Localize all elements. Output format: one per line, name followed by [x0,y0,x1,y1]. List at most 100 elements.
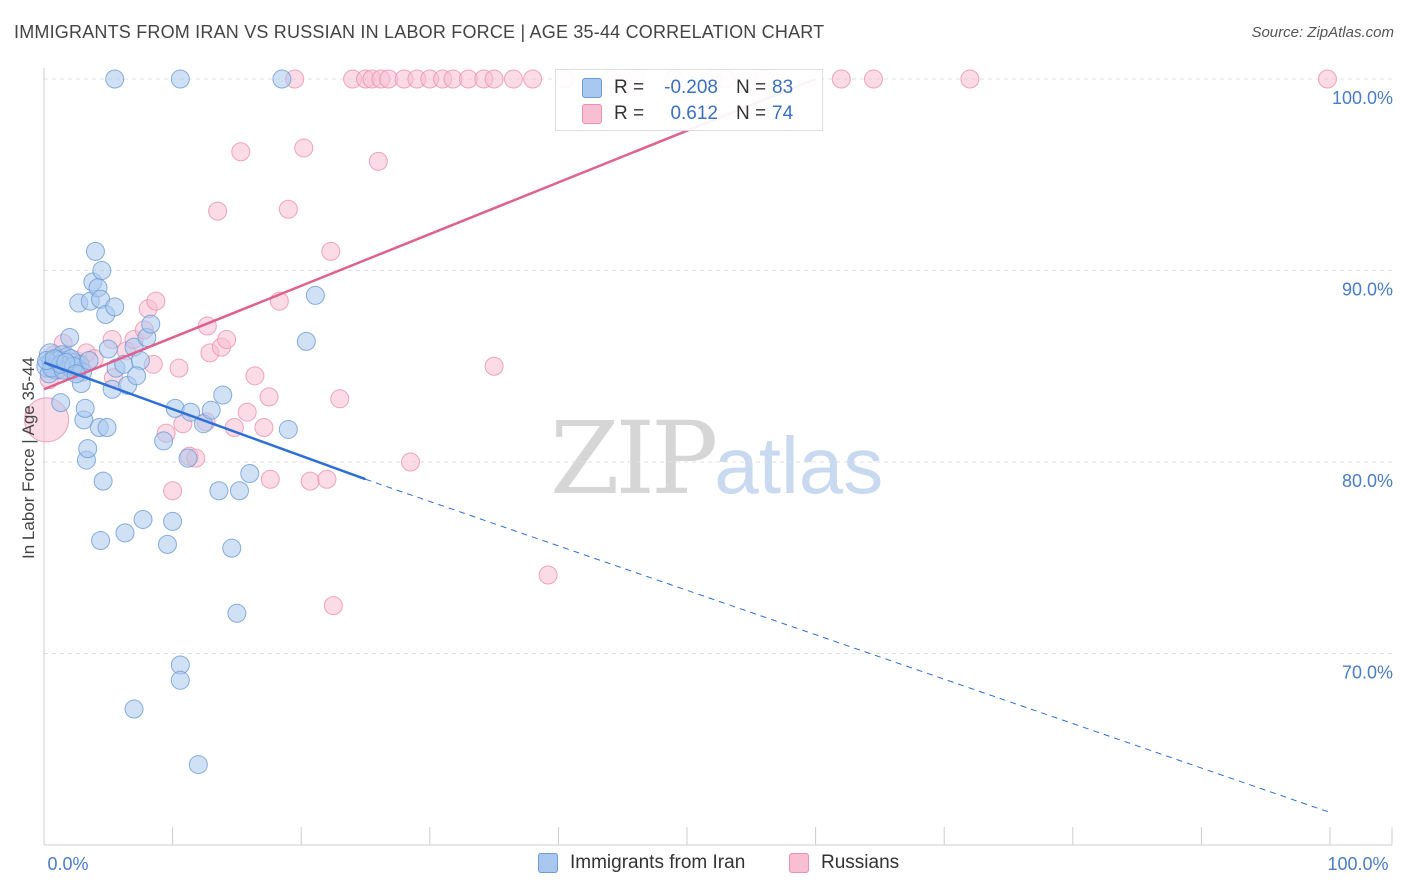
legend-r-value: -0.208 [664,77,718,98]
iran-point [127,366,147,386]
iran-point [170,69,190,89]
russians-point [231,142,251,162]
russians-point [503,69,523,89]
iran-point [115,523,135,543]
iran-point [272,69,292,89]
legend-n-label: N = [736,77,767,98]
iran-point [75,398,95,418]
iran-point [240,463,260,483]
russians-point [484,69,504,89]
tick-labels: 70.0% 80.0% 90.0% 100.0% 0.0% 100.0% In Labor … [19,88,1393,874]
chart-title: IMMIGRANTS FROM IRAN VS RUSSIAN IN LABOR… [14,22,825,42]
iran-point [124,699,144,719]
iran-point [105,297,125,317]
watermark: ZIPatlas [550,400,883,517]
russians-point [317,469,337,489]
legend-r-label: R = [614,103,645,124]
russians-point [1317,69,1337,89]
iran-point [97,418,117,438]
russians-point [401,452,421,472]
bottom-legend-swatch-russians [789,853,809,873]
iran-point [141,314,161,334]
russians-point [330,389,350,409]
bottom-legend-label-iran: Immigrants from Iran [570,852,746,873]
russians-point [863,69,883,89]
legend-row-russians: R = 0.612 N = 74 [556,101,822,127]
iran-point [91,531,111,551]
iran-point [163,511,183,531]
x-tick-label: 0.0% [47,854,88,874]
iran-point [78,439,98,459]
russians-point [323,596,343,616]
watermark-atlas: atlas [714,421,884,510]
iran-point [79,351,99,371]
russians-point [831,69,851,89]
russians-point [523,69,543,89]
legend-n-value: 83 [772,77,794,98]
iran-point [227,603,247,623]
iran-points [36,69,325,775]
iran-point [278,419,298,439]
iran-point [105,69,125,89]
iran-point [98,339,118,359]
russians-point [163,481,183,501]
iran-point [85,241,105,261]
iran-point [60,328,80,348]
legend-n-value: 74 [772,103,794,124]
iran-point [93,471,113,491]
russians-point [260,469,280,489]
iran-point [213,385,233,405]
russians-point [278,199,298,219]
russians-point [300,471,320,491]
iran-point [209,481,229,501]
russians-point [208,201,228,221]
iran-point [229,481,249,501]
russians-point [321,241,341,261]
bottom-legend-label-russians: Russians [821,852,900,873]
trend-lines [43,77,1331,813]
iran-point [188,755,208,775]
source-credit: Source: ZipAtlas.com [1251,24,1394,41]
iran-point [92,261,112,280]
y-tick-label: 70.0% [1342,663,1393,683]
legend-n-label: N = [736,103,767,124]
legend-swatch-russians [582,104,602,124]
russians-points [24,69,1337,616]
russians-point [368,151,388,171]
russians-point [960,69,980,89]
y-axis-title: In Labor Force | Age 35-44 [19,357,38,559]
iran-trend-extension [365,478,1331,813]
russians-point [484,356,504,376]
iran-point [157,534,177,554]
russians-point [217,329,237,349]
legend-row-iran: R = -0.208 N = 83 [556,75,822,101]
axes [43,68,1393,846]
iran-point [154,431,174,451]
russians-point [237,402,257,422]
grid-lines [44,78,1392,654]
russians-point [169,358,189,378]
y-tick-label: 80.0% [1342,471,1393,491]
russians-point [259,387,279,407]
iran-point [296,331,316,351]
x-tick-label: 100.0% [1327,854,1388,874]
iran-point [178,448,198,468]
y-tick-label: 100.0% [1332,88,1393,108]
russians-point [538,565,558,585]
legend-swatch-iran [582,78,602,98]
iran-point [201,400,221,420]
correlation-legend: R = -0.208 N = 83 R = 0.612 N = 74 [555,69,823,131]
iran-point [305,285,325,305]
iran-point [222,538,242,558]
iran-trend-line [43,361,366,481]
y-tick-label: 90.0% [1342,280,1393,300]
russians-point [294,138,314,158]
russians-point [245,366,265,386]
iran-point [170,670,190,690]
watermark-zip: ZIP [550,400,718,517]
russians-point [146,291,166,311]
bottom-legend-swatch-iran [538,853,558,873]
iran-point [133,509,153,529]
legend-r-label: R = [614,77,645,98]
